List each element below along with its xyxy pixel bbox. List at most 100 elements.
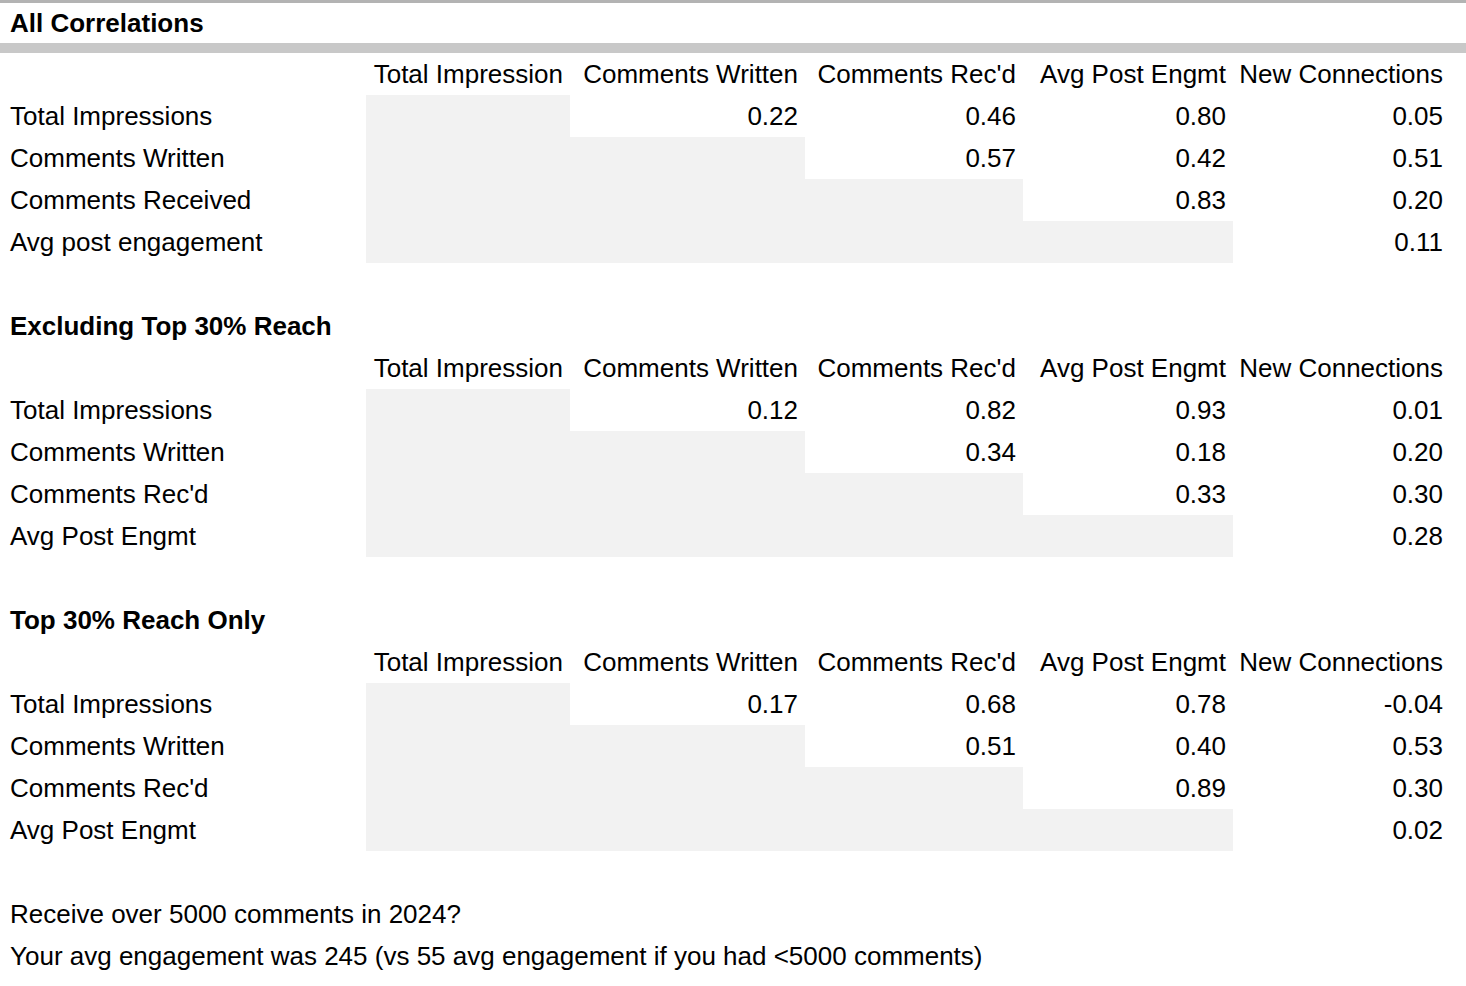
column-header-cell[interactable]: Avg Post Engmt [1023,53,1233,95]
column-header-cell[interactable]: Total Impression [366,641,570,683]
correlation-value-cell[interactable] [366,95,570,137]
correlation-value-cell[interactable]: 0.18 [1023,431,1233,473]
correlation-value-cell[interactable]: 0.40 [1023,725,1233,767]
correlation-table-excluding-top30: Total ImpressionComments WrittenComments… [0,347,1466,557]
correlation-value-cell[interactable] [366,389,570,431]
correlation-value-cell[interactable]: 0.78 [1023,683,1233,725]
correlation-value-cell[interactable] [570,431,805,473]
row-label-cell[interactable]: Total Impressions [0,95,366,137]
correlation-value-cell[interactable] [805,473,1023,515]
correlation-value-cell[interactable] [570,137,805,179]
correlation-value-cell[interactable] [570,473,805,515]
spacer [0,263,1466,305]
correlation-value-cell[interactable]: 0.01 [1233,389,1450,431]
corner-cell[interactable] [0,641,366,683]
section-title-excluding-top30[interactable]: Excluding Top 30% Reach [0,305,332,347]
correlation-value-cell[interactable]: 0.83 [1023,179,1233,221]
correlation-value-cell[interactable]: 0.11 [1233,221,1450,263]
column-header-cell[interactable]: Avg Post Engmt [1023,347,1233,389]
correlation-value-cell[interactable] [366,137,570,179]
correlation-value-cell[interactable]: 0.22 [570,95,805,137]
column-header-cell[interactable]: Comments Written [570,641,805,683]
correlation-value-cell[interactable]: 0.89 [1023,767,1233,809]
correlation-value-cell[interactable]: 0.51 [805,725,1023,767]
column-header-cell[interactable]: Total Impression [366,347,570,389]
correlation-value-cell[interactable] [366,515,570,557]
column-header-cell[interactable]: Total Impression [366,53,570,95]
column-header-cell[interactable]: New Connections [1233,641,1450,683]
corner-cell[interactable] [0,53,366,95]
correlation-value-cell[interactable] [570,515,805,557]
correlation-value-cell[interactable] [1023,515,1233,557]
correlation-value-cell[interactable]: 0.34 [805,431,1023,473]
correlation-value-cell[interactable]: 0.17 [570,683,805,725]
footer-question-line[interactable]: Receive over 5000 comments in 2024? [0,893,1466,935]
correlation-value-cell[interactable] [570,767,805,809]
divider-bar [0,43,1466,53]
corner-cell[interactable] [0,347,366,389]
row-label-cell[interactable]: Avg Post Engmt [0,515,366,557]
correlation-value-cell[interactable] [570,809,805,851]
column-header-cell[interactable]: New Connections [1233,53,1450,95]
correlation-value-cell[interactable]: 0.20 [1233,179,1450,221]
correlation-value-cell[interactable] [366,683,570,725]
correlation-value-cell[interactable]: 0.46 [805,95,1023,137]
correlation-value-cell[interactable]: 0.68 [805,683,1023,725]
spreadsheet-view: All Correlations Total ImpressionComment… [0,0,1466,986]
correlation-value-cell[interactable] [805,179,1023,221]
correlation-value-cell[interactable] [570,221,805,263]
correlation-value-cell[interactable] [805,767,1023,809]
correlation-value-cell[interactable]: 0.20 [1233,431,1450,473]
correlation-value-cell[interactable]: 0.51 [1233,137,1450,179]
correlation-value-cell[interactable] [805,515,1023,557]
correlation-value-cell[interactable] [570,179,805,221]
correlation-value-cell[interactable] [1023,221,1233,263]
row-label-cell[interactable]: Total Impressions [0,389,366,431]
correlation-value-cell[interactable] [366,179,570,221]
footer-answer-line[interactable]: Your avg engagement was 245 (vs 55 avg e… [0,935,1466,977]
correlation-value-cell[interactable] [805,221,1023,263]
correlation-value-cell[interactable] [366,725,570,767]
correlation-value-cell[interactable]: 0.42 [1023,137,1233,179]
correlation-value-cell[interactable] [1023,809,1233,851]
correlation-value-cell[interactable]: 0.33 [1023,473,1233,515]
correlation-value-cell[interactable]: 0.93 [1023,389,1233,431]
spacer [0,557,1466,599]
correlation-value-cell[interactable]: 0.30 [1233,767,1450,809]
correlation-value-cell[interactable] [366,431,570,473]
correlation-value-cell[interactable]: 0.82 [805,389,1023,431]
correlation-value-cell[interactable]: -0.04 [1233,683,1450,725]
correlation-value-cell[interactable] [366,767,570,809]
row-label-cell[interactable]: Total Impressions [0,683,366,725]
row-label-cell[interactable]: Avg post engagement [0,221,366,263]
row-label-cell[interactable]: Comments Written [0,137,366,179]
row-label-cell[interactable]: Comments Received [0,179,366,221]
correlation-value-cell[interactable]: 0.80 [1023,95,1233,137]
row-label-cell[interactable]: Comments Rec'd [0,767,366,809]
correlation-value-cell[interactable]: 0.28 [1233,515,1450,557]
correlation-value-cell[interactable] [366,473,570,515]
column-header-cell[interactable]: New Connections [1233,347,1450,389]
correlation-value-cell[interactable]: 0.53 [1233,725,1450,767]
correlation-value-cell[interactable]: 0.05 [1233,95,1450,137]
row-label-cell[interactable]: Avg Post Engmt [0,809,366,851]
column-header-cell[interactable]: Comments Rec'd [805,53,1023,95]
correlation-value-cell[interactable] [570,725,805,767]
column-header-cell[interactable]: Comments Rec'd [805,641,1023,683]
row-label-cell[interactable]: Comments Written [0,725,366,767]
column-header-cell[interactable]: Comments Written [570,53,805,95]
correlation-value-cell[interactable]: 0.12 [570,389,805,431]
correlation-value-cell[interactable]: 0.57 [805,137,1023,179]
row-label-cell[interactable]: Comments Written [0,431,366,473]
column-header-cell[interactable]: Avg Post Engmt [1023,641,1233,683]
column-header-cell[interactable]: Comments Rec'd [805,347,1023,389]
section-title-all-correlations[interactable]: All Correlations [0,8,204,39]
column-header-cell[interactable]: Comments Written [570,347,805,389]
row-label-cell[interactable]: Comments Rec'd [0,473,366,515]
correlation-value-cell[interactable] [366,221,570,263]
section-title-top30-only[interactable]: Top 30% Reach Only [0,599,265,641]
correlation-value-cell[interactable] [805,809,1023,851]
correlation-value-cell[interactable] [366,809,570,851]
correlation-value-cell[interactable]: 0.30 [1233,473,1450,515]
correlation-value-cell[interactable]: 0.02 [1233,809,1450,851]
